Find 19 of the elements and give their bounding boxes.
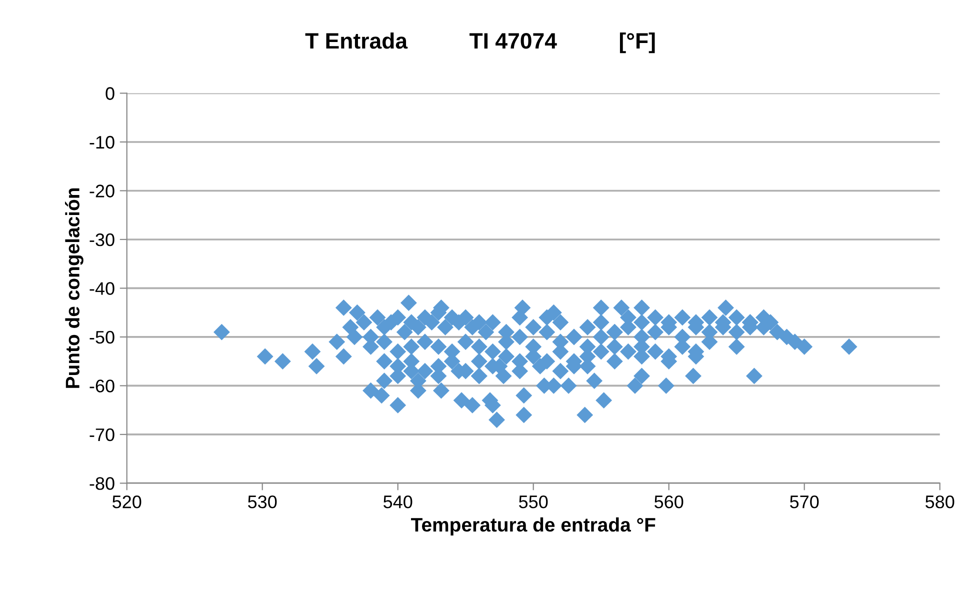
y-tick-label: -40 <box>90 282 114 295</box>
y-tick-label: -70 <box>90 428 114 442</box>
x-tick-label: 570 <box>790 495 819 508</box>
y-tick-label: -30 <box>90 233 114 246</box>
y-tick-label: -80 <box>90 477 114 490</box>
y-axis-title: Punto de congelación <box>65 188 84 388</box>
x-tick-label: 580 <box>926 495 954 508</box>
x-tick-label: 550 <box>519 495 548 508</box>
y-tick-label: -10 <box>90 136 114 149</box>
x-tick-label: 520 <box>112 495 142 508</box>
y-tick-label: -50 <box>90 330 114 344</box>
x-axis-title: Temperatura de entrada °F <box>411 517 656 536</box>
x-tick-label: 560 <box>654 495 684 508</box>
y-tick-label: -60 <box>90 380 114 392</box>
x-tick-label: 540 <box>384 495 412 508</box>
x-tick-label: 530 <box>248 495 277 508</box>
y-tick-label: 0 <box>106 87 114 100</box>
chart-title: T Entrada TI 47074 [°F] <box>305 32 655 54</box>
y-tick-label: -20 <box>90 184 114 198</box>
